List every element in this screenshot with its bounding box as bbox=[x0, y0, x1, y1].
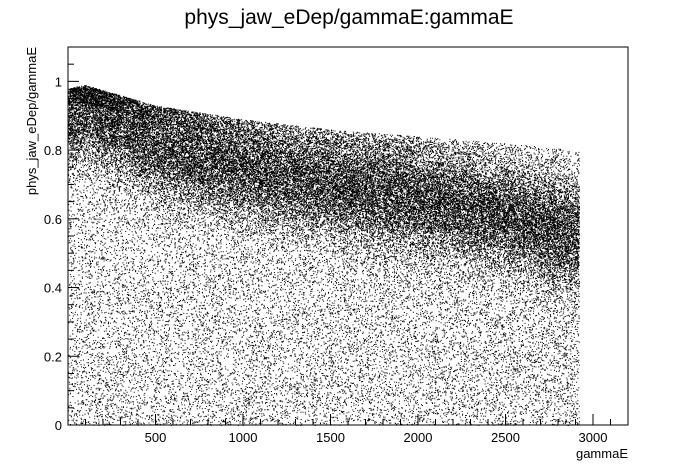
scatter-points bbox=[68, 84, 580, 427]
x-tick-label: 1500 bbox=[316, 430, 345, 445]
scatter-point-cloud bbox=[68, 84, 580, 427]
y-tick-label: 1 bbox=[55, 74, 62, 89]
x-tick-label: 3000 bbox=[579, 430, 608, 445]
x-tick-label: 2000 bbox=[404, 430, 433, 445]
y-axis: 0 0.2 0.4 0.6 0.8 1 bbox=[44, 63, 79, 433]
x-tick-label: 500 bbox=[145, 430, 167, 445]
y-axis-label: phys_jaw_eDep/gammaE bbox=[24, 47, 39, 195]
y-tick-label: 0.2 bbox=[44, 349, 62, 364]
x-tick-label: 2500 bbox=[491, 430, 520, 445]
y-tick-label: 0.4 bbox=[44, 281, 62, 296]
y-tick-label: 0 bbox=[55, 418, 62, 433]
x-tick-label: 1000 bbox=[229, 430, 258, 445]
chart-title: phys_jaw_eDep/gammaE:gammaE bbox=[184, 6, 514, 29]
x-axis-label: gammaE bbox=[576, 446, 628, 461]
y-tick-label: 0.6 bbox=[44, 212, 62, 227]
x-axis: 500 1000 1500 2000 2500 3000 bbox=[85, 414, 611, 445]
y-tick-label: 0.8 bbox=[44, 143, 62, 158]
